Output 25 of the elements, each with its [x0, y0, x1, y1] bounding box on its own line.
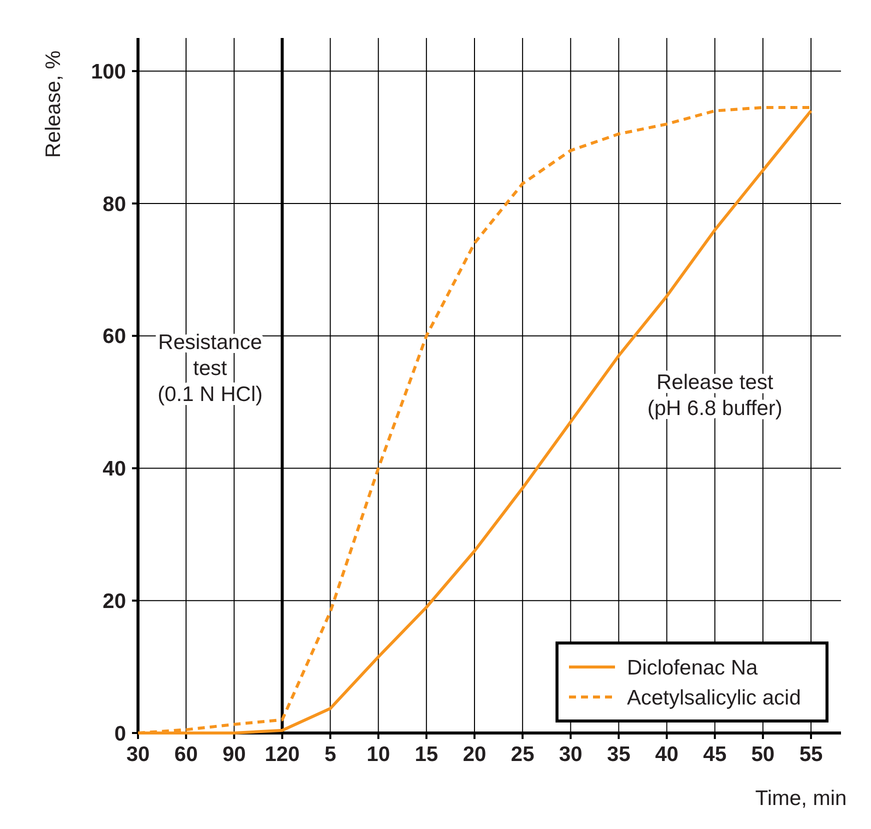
x-tick-label: 10 — [366, 743, 390, 766]
x-tick-label: 40 — [655, 743, 678, 766]
y-axis-title: Release, % — [42, 50, 65, 158]
x-tick-label: 30 — [126, 743, 150, 766]
legend-label: Acetylsalicylic acid — [627, 686, 801, 710]
y-tick-label: 100 — [90, 60, 126, 84]
x-tick-label: 30 — [558, 743, 582, 766]
x-tick-label: 120 — [264, 743, 300, 766]
x-tick-label: 20 — [462, 743, 486, 766]
legend-label: Diclofenac Na — [627, 656, 758, 680]
y-tick-label: 60 — [102, 325, 126, 348]
x-tick-label: 50 — [751, 743, 775, 766]
x-axis-title: Time, min — [755, 787, 847, 810]
x-tick-label: 55 — [799, 743, 823, 766]
y-tick-label: 0 — [114, 722, 126, 746]
x-tick-label: 90 — [222, 743, 246, 766]
y-tick-label: 20 — [102, 590, 126, 613]
y-tick-label: 80 — [102, 192, 126, 216]
x-tick-label: 5 — [324, 743, 336, 766]
x-tick-label: 15 — [414, 743, 438, 766]
y-tick-label: 40 — [102, 458, 126, 481]
x-tick-label: 60 — [174, 743, 198, 766]
x-tick-label: 45 — [703, 743, 727, 766]
x-tick-label: 25 — [510, 743, 535, 766]
x-tick-label: 35 — [607, 743, 631, 766]
